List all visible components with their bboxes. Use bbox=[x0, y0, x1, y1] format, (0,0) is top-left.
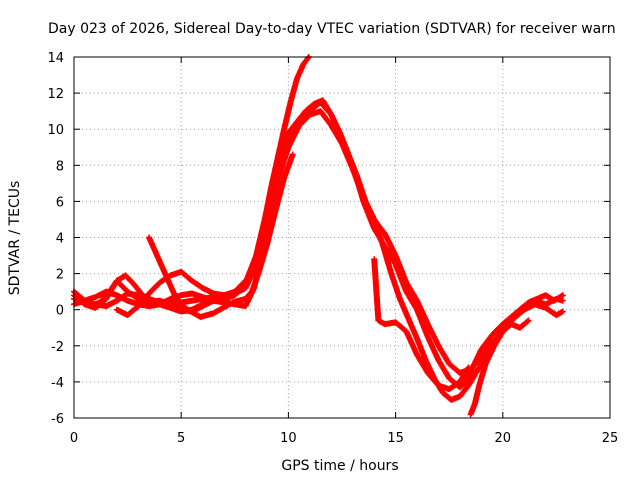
y-tick-label: -2 bbox=[51, 340, 64, 355]
chart-title: Day 023 of 2026, Sidereal Day-to-day VTE… bbox=[48, 21, 616, 37]
y-tick-label: 10 bbox=[47, 123, 64, 138]
series-track-5 bbox=[146, 151, 296, 320]
grid-lines bbox=[74, 57, 610, 418]
data-series bbox=[71, 54, 566, 418]
marker-trail bbox=[467, 317, 532, 418]
y-tick-label: -6 bbox=[51, 412, 64, 427]
y-tick-label: 14 bbox=[47, 51, 64, 66]
marker-trail bbox=[146, 151, 296, 320]
axis-ticks: 0 5 10 15 20 25 -6 -4 -2 0 2 4 6 8 10 12 14 bbox=[47, 51, 618, 446]
x-tick-label: 15 bbox=[387, 431, 404, 446]
series-track-7 bbox=[371, 256, 472, 393]
series-track-6 bbox=[113, 268, 249, 319]
x-tick-label: 0 bbox=[70, 431, 78, 446]
y-tick-label: 8 bbox=[56, 159, 64, 174]
x-tick-label: 10 bbox=[280, 431, 297, 446]
marker-trail bbox=[113, 268, 249, 319]
x-tick-label: 25 bbox=[602, 431, 619, 446]
x-tick-label: 20 bbox=[495, 431, 512, 446]
y-axis-label: SDTVAR / TECUs bbox=[7, 181, 23, 296]
y-tick-label: -4 bbox=[51, 376, 64, 391]
y-tick-label: 6 bbox=[56, 195, 64, 210]
x-axis-label: GPS time / hours bbox=[281, 458, 398, 474]
x-tick-label: 5 bbox=[177, 431, 185, 446]
series-track-8 bbox=[467, 317, 532, 418]
y-tick-label: 4 bbox=[56, 232, 64, 247]
y-tick-label: 0 bbox=[56, 304, 64, 319]
marker-trail bbox=[371, 256, 472, 393]
y-tick-label: 12 bbox=[47, 87, 64, 102]
y-tick-label: 2 bbox=[56, 268, 64, 283]
